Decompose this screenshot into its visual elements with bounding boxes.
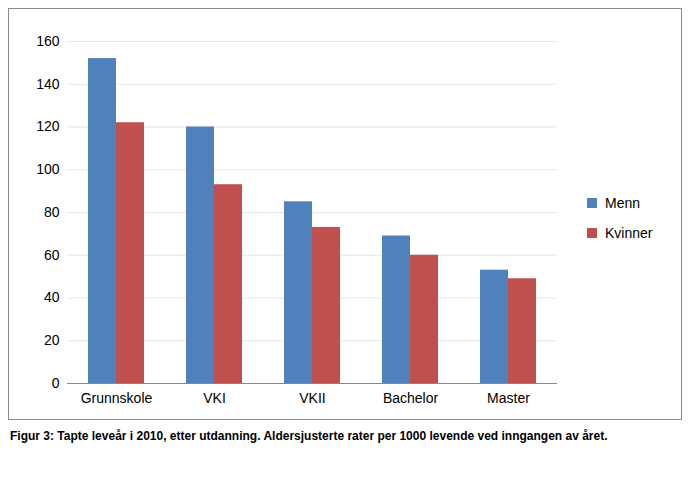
html-text:Figur 3: Tapte leveår i 2010,: Figur 3: Tapte leveår i 2010, etter utda… <box>10 429 608 443</box>
svg-text:80: 80 <box>44 204 60 220</box>
svg-text:Master: Master <box>487 390 530 406</box>
svg-text:60: 60 <box>44 247 60 263</box>
svg-text:40: 40 <box>44 289 60 305</box>
svg-text:20: 20 <box>44 332 60 348</box>
svg-text:140: 140 <box>36 76 60 92</box>
svg-text:VKII: VKII <box>299 390 325 406</box>
svg-text:100: 100 <box>36 161 60 177</box>
html-text:Kvinner: Kvinner <box>605 225 653 241</box>
svg-text:120: 120 <box>36 118 60 134</box>
svg-text:Bachelor: Bachelor <box>383 390 439 406</box>
svg-text:0: 0 <box>52 375 60 391</box>
svg-text:VKI: VKI <box>203 390 226 406</box>
svg-text:160: 160 <box>36 33 60 49</box>
svg-text:Grunnskole: Grunnskole <box>81 390 153 406</box>
html-text:Menn: Menn <box>605 195 640 211</box>
